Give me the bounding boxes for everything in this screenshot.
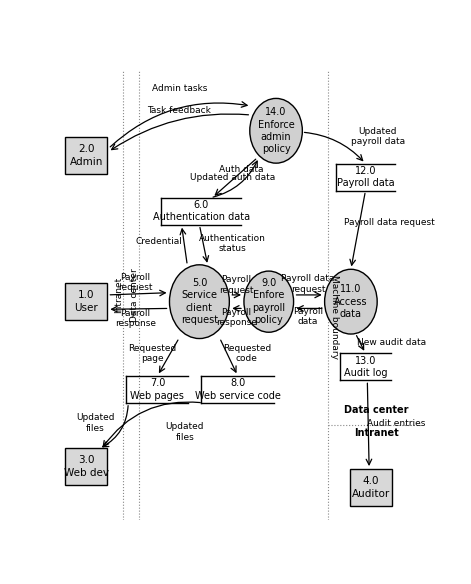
Circle shape — [170, 265, 229, 339]
Circle shape — [244, 271, 293, 332]
Bar — [65, 137, 107, 174]
Text: 7.0
Web pages: 7.0 Web pages — [130, 378, 184, 401]
Text: Requested
code: Requested code — [223, 343, 271, 363]
Text: Payroll
response: Payroll response — [216, 308, 257, 327]
Text: Data center: Data center — [130, 268, 139, 322]
Text: Machine boundary: Machine boundary — [330, 276, 339, 359]
Circle shape — [250, 99, 302, 163]
Text: Task feedback: Task feedback — [147, 106, 211, 115]
Text: 9.0
Enfore
payroll
policy: 9.0 Enfore payroll policy — [252, 278, 285, 325]
Text: Auth data: Auth data — [219, 165, 264, 173]
Text: Intranet: Intranet — [354, 427, 399, 437]
Text: Payroll
data: Payroll data — [293, 307, 323, 326]
Text: Intranet: Intranet — [114, 277, 123, 313]
Bar — [65, 283, 107, 320]
Text: Credential: Credential — [136, 237, 183, 246]
Text: 5.0
Service
client
request: 5.0 Service client request — [181, 278, 218, 325]
Text: Payroll data request: Payroll data request — [344, 218, 435, 228]
Text: Audit entries: Audit entries — [367, 419, 426, 427]
Text: Authentication
status: Authentication status — [199, 234, 266, 253]
Text: Payroll
response: Payroll response — [115, 308, 156, 328]
Text: Data center: Data center — [344, 405, 409, 415]
Text: Payroll
request: Payroll request — [118, 273, 153, 292]
Text: Updated auth data: Updated auth data — [190, 173, 276, 182]
Text: Payroll
request: Payroll request — [219, 275, 254, 295]
Text: 3.0
Web dev: 3.0 Web dev — [64, 456, 109, 478]
Bar — [65, 449, 107, 485]
Text: 8.0
Web service code: 8.0 Web service code — [195, 378, 281, 401]
Text: Admin tasks: Admin tasks — [152, 84, 207, 93]
Text: 6.0
Authentication data: 6.0 Authentication data — [153, 200, 250, 223]
Bar — [350, 469, 392, 506]
Text: Updated
payroll data: Updated payroll data — [351, 127, 405, 147]
Text: Updated
files: Updated files — [76, 413, 114, 433]
Text: Requested
page: Requested page — [128, 343, 176, 363]
Text: 2.0
Admin: 2.0 Admin — [70, 144, 103, 166]
Text: Updated
files: Updated files — [166, 422, 204, 442]
Text: New audit data: New audit data — [357, 338, 426, 347]
Circle shape — [325, 269, 377, 334]
Text: 14.0
Enforce
admin
policy: 14.0 Enforce admin policy — [258, 107, 294, 154]
Text: 13.0
Audit log: 13.0 Audit log — [344, 356, 387, 378]
Text: 12.0
Payroll data: 12.0 Payroll data — [337, 166, 394, 188]
Text: 11.0
Access
data: 11.0 Access data — [334, 284, 368, 319]
Text: 4.0
Auditor: 4.0 Auditor — [352, 476, 390, 499]
Text: 1.0
User: 1.0 User — [74, 290, 98, 313]
Text: Payroll data
request: Payroll data request — [282, 274, 335, 294]
